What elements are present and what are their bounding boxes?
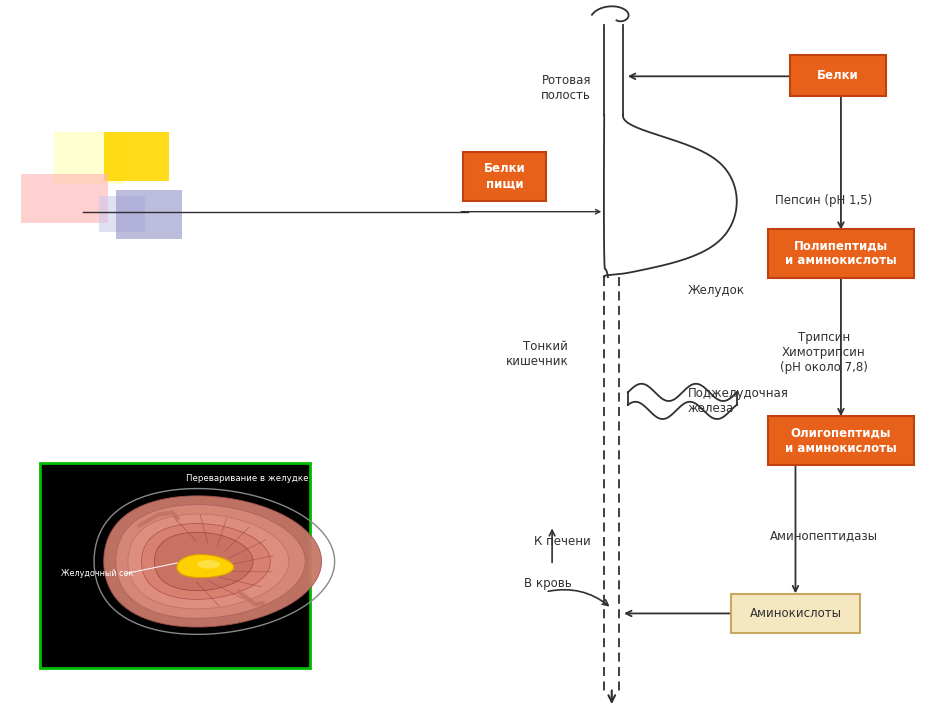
Text: Полипептиды
и аминокислоты: Полипептиды и аминокислоты xyxy=(785,240,897,267)
Polygon shape xyxy=(197,560,220,569)
Bar xyxy=(104,132,169,181)
Text: Аминопептидазы: Аминопептидазы xyxy=(770,529,878,542)
FancyBboxPatch shape xyxy=(768,229,914,278)
Bar xyxy=(99,196,145,232)
FancyBboxPatch shape xyxy=(463,152,546,201)
Text: Пепсин (рН 1,5): Пепсин (рН 1,5) xyxy=(776,194,872,207)
Text: К печени: К печени xyxy=(534,535,591,548)
Text: В кровь: В кровь xyxy=(525,577,572,590)
FancyBboxPatch shape xyxy=(790,55,886,96)
Text: Поджелудочная
железа: Поджелудочная железа xyxy=(688,387,789,415)
Polygon shape xyxy=(104,496,322,627)
Text: Олигопептиды
и аминокислоты: Олигопептиды и аминокислоты xyxy=(785,427,897,454)
Text: Трипсин
Химотрипсин
(рН около 7,8): Трипсин Химотрипсин (рН около 7,8) xyxy=(780,331,867,374)
FancyBboxPatch shape xyxy=(768,416,914,465)
Text: Белки: Белки xyxy=(817,69,859,82)
Text: Желудок: Желудок xyxy=(688,284,744,297)
Polygon shape xyxy=(128,514,289,609)
Polygon shape xyxy=(177,554,234,577)
Text: Переваривание в желудке: Переваривание в желудке xyxy=(187,474,309,483)
Polygon shape xyxy=(154,532,253,590)
Text: Ротовая
полость: Ротовая полость xyxy=(541,74,591,102)
Polygon shape xyxy=(142,523,271,599)
Bar xyxy=(54,132,125,184)
Bar xyxy=(21,174,108,223)
Bar xyxy=(116,190,182,239)
Text: Аминокислоты: Аминокислоты xyxy=(749,607,842,620)
Text: Тонкий
кишечник: Тонкий кишечник xyxy=(506,341,568,368)
Text: Желудочный сок: Желудочный сок xyxy=(61,570,133,578)
Text: Белки
пищи: Белки пищи xyxy=(484,163,526,190)
Bar xyxy=(40,463,310,668)
FancyBboxPatch shape xyxy=(731,594,860,633)
Polygon shape xyxy=(116,505,305,618)
